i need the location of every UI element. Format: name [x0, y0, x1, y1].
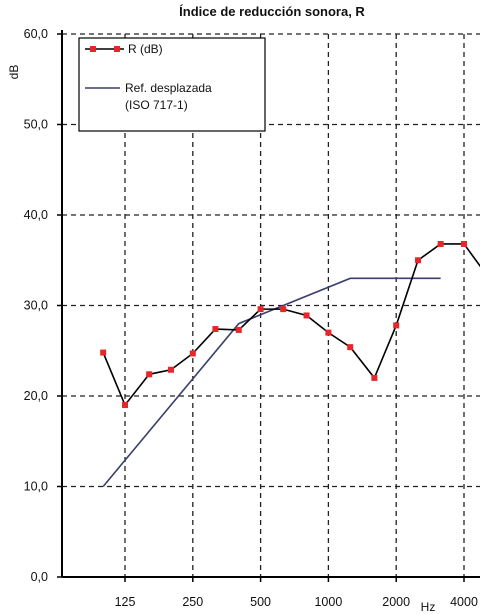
data-point-r: [100, 349, 107, 356]
data-point-r: [461, 240, 467, 247]
chart-title: Índice de reducción sonora, R: [179, 4, 365, 19]
data-point-r: [257, 306, 264, 313]
legend-label-reference-line1: Ref. desplazada: [125, 81, 212, 95]
legend: R (dB) Ref. desplazada (ISO 717-1): [78, 37, 266, 132]
data-point-r: [280, 306, 287, 313]
x-tick-labels: 125 250 500 1000 2000 4000: [115, 595, 478, 609]
y-tick-label: 20,0: [24, 389, 48, 403]
y-tick-labels: 0,0 10,0 20,0 30,0 40,0 50,0 60,0: [24, 27, 48, 584]
y-tick-label: 10,0: [24, 480, 48, 494]
y-tick-label: 50,0: [24, 118, 48, 132]
axes: [57, 30, 480, 582]
data-point-r: [325, 329, 332, 336]
x-axis-label: Hz: [421, 600, 436, 614]
data-point-r: [415, 257, 422, 264]
x-tick-label: 250: [182, 595, 203, 609]
y-tick-label: 60,0: [24, 27, 48, 41]
data-point-r: [371, 374, 378, 381]
series-line-reference: [102, 277, 441, 488]
data-point-r: [146, 371, 153, 378]
x-tick-label: 2000: [382, 595, 410, 609]
data-point-r: [212, 326, 219, 333]
data-point-r: [437, 240, 444, 247]
data-point-r: [189, 350, 196, 357]
data-point-r: [235, 326, 242, 333]
y-tick-label: 40,0: [24, 208, 48, 222]
y-tick-label: 30,0: [24, 299, 48, 313]
series-group: [100, 240, 480, 488]
legend-box: [78, 37, 266, 132]
series-line-r: [102, 243, 480, 407]
y-axis-label: dB: [7, 65, 21, 80]
legend-marker-r: [114, 46, 120, 52]
y-tick-label: 0,0: [31, 570, 48, 584]
legend-label-r: R (dB): [128, 42, 163, 56]
x-tick-label: 125: [115, 595, 136, 609]
data-point-r: [393, 322, 400, 329]
data-point-r: [122, 402, 128, 409]
legend-marker-r: [90, 46, 96, 52]
legend-label-reference-line2: (ISO 717-1): [125, 98, 188, 112]
data-point-r: [303, 312, 310, 319]
data-point-r: [347, 344, 354, 351]
x-tick-label: 500: [250, 595, 271, 609]
x-tick-label: 4000: [450, 595, 478, 609]
x-tick-label: 1000: [314, 595, 342, 609]
data-point-r: [167, 366, 174, 373]
